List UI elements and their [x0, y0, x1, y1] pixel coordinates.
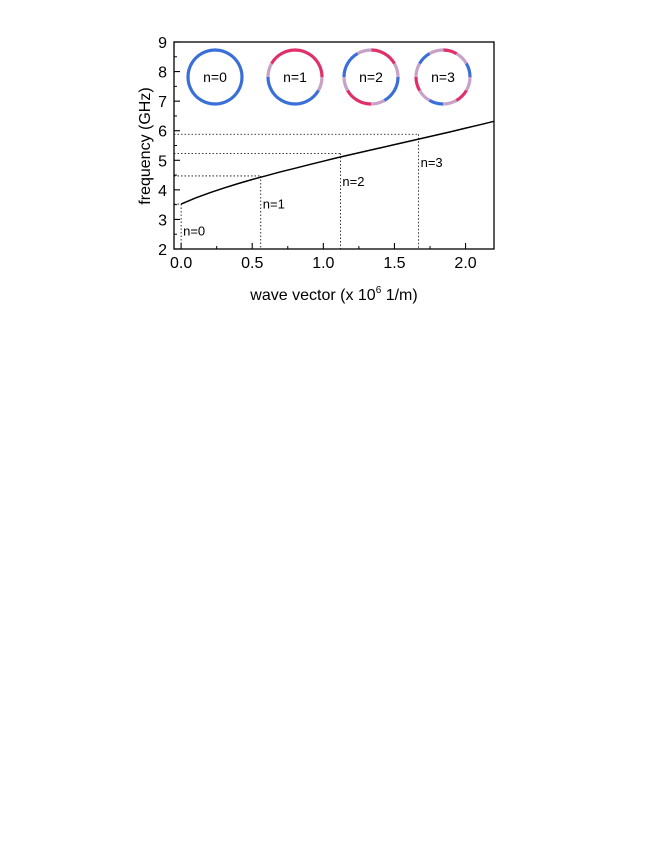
- ring-segment: [307, 52, 321, 65]
- ring-segment: [200, 48, 216, 56]
- ring-segment: [356, 48, 372, 56]
- mode-profile-ring: n=3: [414, 48, 472, 106]
- ring-segment: [294, 48, 310, 56]
- ring-segment: [186, 76, 194, 92]
- ring-segment: [392, 76, 400, 92]
- ring-segment: [214, 98, 230, 106]
- ring-segment: [428, 48, 444, 56]
- ring-segment: [428, 98, 444, 106]
- ring-segment: [342, 76, 350, 92]
- x-tick-label: 2.0: [454, 255, 476, 272]
- ring-segment: [442, 48, 458, 56]
- ring-label: n=3: [431, 69, 455, 85]
- mode-guide-lines: [174, 133, 420, 249]
- ring-segment: [392, 62, 400, 78]
- ring-segment: [294, 98, 310, 106]
- ring-segment: [227, 89, 240, 103]
- ring-segment: [189, 89, 203, 102]
- ring-segment: [270, 51, 283, 65]
- mode-profile-insets: n=0 n=1 n=2 n=3: [186, 48, 472, 106]
- ring-segment: [455, 52, 469, 65]
- y-axis-ticks: 2 3 4 5 6 7 8 9: [158, 35, 180, 259]
- series-line: [180, 120, 495, 205]
- y-tick-label: 7: [158, 94, 167, 111]
- mode-profile-ring: n=1: [266, 48, 324, 106]
- ring-segment: [280, 98, 296, 106]
- mode-profile-ring: n=0: [186, 48, 244, 106]
- mode-label: n=2: [342, 174, 364, 189]
- ring-segment: [455, 89, 468, 103]
- ring-segment: [464, 62, 472, 78]
- ring-segment: [417, 89, 431, 102]
- ring-segment: [418, 51, 431, 65]
- y-tick-label: 6: [158, 124, 167, 141]
- y-axis-label: frequency (GHz): [137, 87, 154, 204]
- x-tick-label: 1.5: [383, 255, 405, 272]
- ring-segment: [442, 98, 458, 106]
- ring-segment: [214, 48, 230, 56]
- ring-segment: [383, 52, 397, 65]
- ring-segment: [342, 62, 350, 78]
- y-tick-label: 2: [158, 242, 167, 259]
- ring-label: n=0: [203, 69, 227, 85]
- ring-segment: [464, 76, 472, 92]
- x-tick-label: 1.0: [312, 255, 334, 272]
- y-tick-label: 9: [158, 35, 167, 52]
- ring-segment: [316, 62, 324, 78]
- ring-segment: [200, 98, 216, 106]
- ring-segment: [227, 52, 241, 65]
- x-tick-label: 0.0: [170, 255, 192, 272]
- ring-segment: [316, 76, 324, 92]
- ring-segment: [190, 51, 203, 65]
- mode-labels: n=0 n=1 n=2 n=3: [183, 155, 443, 239]
- ring-segment: [370, 98, 386, 106]
- y-tick-label: 8: [158, 65, 167, 82]
- ring-label: n=1: [283, 69, 307, 85]
- ring-segment: [280, 48, 296, 56]
- mode-label: n=1: [263, 196, 285, 211]
- ring-segment: [266, 76, 274, 92]
- mode-profile-ring: n=2: [342, 48, 400, 106]
- ring-segment: [414, 62, 422, 78]
- mode-label: n=3: [421, 155, 443, 170]
- y-tick-label: 4: [158, 183, 167, 200]
- ring-segment: [236, 62, 244, 78]
- ring-segment: [236, 76, 244, 92]
- y-tick-label: 3: [158, 212, 167, 229]
- ring-segment: [356, 98, 372, 106]
- ring-segment: [345, 89, 359, 102]
- x-axis-ticks: 0.0 0.5 1.0 1.5 2.0: [170, 243, 477, 272]
- ring-segment: [307, 89, 320, 103]
- x-tick-label: 0.5: [241, 255, 263, 272]
- dispersion-curve: [180, 120, 495, 205]
- ring-segment: [186, 62, 194, 78]
- ring-segment: [414, 76, 422, 92]
- ring-label: n=2: [359, 69, 383, 85]
- ring-segment: [269, 89, 283, 102]
- ring-segment: [346, 51, 359, 65]
- mode-label: n=0: [183, 224, 205, 239]
- ring-segment: [266, 62, 274, 78]
- ring-segment: [370, 48, 386, 56]
- y-tick-label: 5: [158, 153, 167, 170]
- ring-segment: [383, 89, 396, 103]
- x-axis-label: wave vector (x 106 1/m): [249, 285, 417, 304]
